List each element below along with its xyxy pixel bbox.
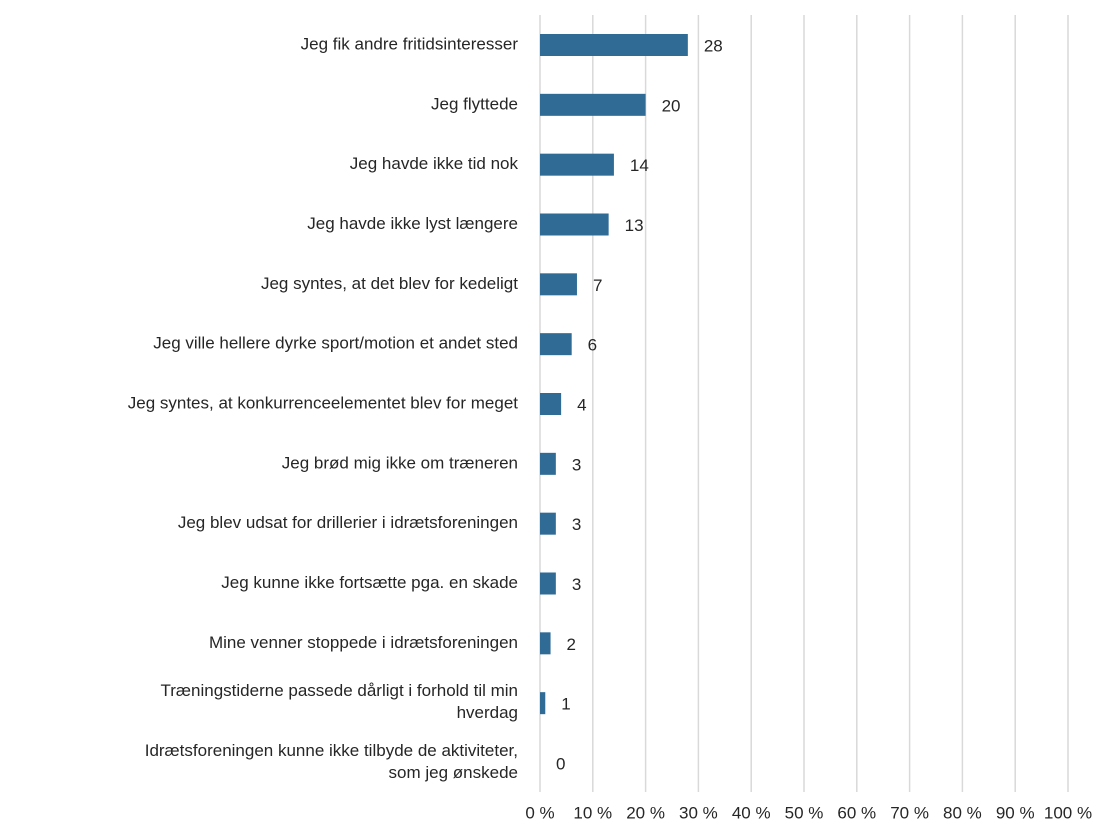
data-label: 3 [572,515,581,534]
bar [540,34,688,56]
x-tick-label: 10 % [573,803,612,822]
data-label: 3 [572,455,581,474]
bar [540,153,614,176]
y-tick-label: Jeg fik andre fritidsinteresser [301,34,519,53]
x-tick-label: 40 % [732,803,771,822]
bar [540,512,556,535]
y-tick-label: Idrætsforeningen kunne ikke tilbyde de a… [145,741,518,782]
y-tick-label: Jeg havde ikke lyst længere [307,214,518,233]
y-tick-label: Jeg syntes, at det blev for kedeligt [261,274,518,293]
x-tick-label: 0 % [525,803,554,822]
x-tick-label: 30 % [679,803,718,822]
y-tick-label: Træningstiderne passede dårligt i forhol… [161,682,519,723]
x-tick-label: 100 % [1044,803,1092,822]
data-label: 13 [625,216,644,235]
x-tick-label: 60 % [837,803,876,822]
y-tick-label: Jeg syntes, at konkurrenceelementet blev… [128,393,519,412]
x-tick-label: 50 % [785,803,824,822]
data-label: 6 [588,336,597,355]
y-tick-label: Jeg ville hellere dyrke sport/motion et … [153,334,518,353]
data-label: 20 [662,96,681,115]
data-label: 28 [704,36,723,55]
bar [540,393,562,415]
bar [540,213,609,236]
data-label: 14 [630,156,649,175]
y-tick-label: Jeg flyttede [431,94,518,113]
y-tick-label: Jeg kunne ikke fortsætte pga. en skade [221,573,518,592]
bar [540,93,646,116]
y-tick-label: Jeg brød mig ikke om træneren [282,453,518,472]
bar [540,692,546,715]
bar [540,333,572,356]
bar [540,452,556,475]
data-label: 7 [593,276,602,295]
x-tick-label: 70 % [890,803,929,822]
data-label: 2 [567,635,576,654]
y-tick-label: Mine venner stoppede i idrætsforeningen [209,633,518,652]
bar [540,572,556,595]
bar [540,632,551,655]
bar [540,273,577,296]
x-tick-label: 90 % [996,803,1035,822]
data-label: 1 [561,695,570,714]
data-label: 4 [577,395,586,414]
data-label: 0 [556,754,565,773]
data-label: 3 [572,575,581,594]
x-tick-label: 80 % [943,803,982,822]
y-tick-label: Jeg havde ikke tid nok [350,154,519,173]
y-tick-label: Jeg blev udsat for drillerier i idrætsfo… [178,513,518,532]
x-tick-label: 20 % [626,803,665,822]
